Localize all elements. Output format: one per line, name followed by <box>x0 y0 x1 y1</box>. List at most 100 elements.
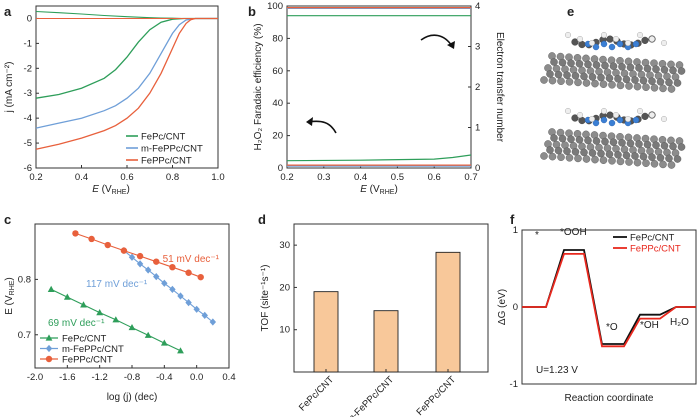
panel-b-xlabel: E (VRHE) <box>360 184 398 196</box>
molecule-carbon-atom <box>578 40 586 49</box>
carbon-atom <box>631 152 639 160</box>
diamond-marker <box>136 260 144 268</box>
panel-c-ylabel-main: E (V <box>4 295 15 315</box>
panel-c-chart: -2.0 -1.6 -1.2 -0.8 -0.4 0.0 0.4 0.7 0.8 FePc/CN… <box>4 223 236 403</box>
panel-c-ylabel: E (VRHE) <box>4 277 16 315</box>
carbon-atom <box>558 134 567 143</box>
molecule-carbon-atom <box>571 114 579 122</box>
panel-b-lines <box>286 6 472 167</box>
legend-label: FePPc/CNT <box>630 244 681 255</box>
carbon-atom <box>633 158 642 167</box>
series-line <box>35 17 218 150</box>
y-tick-label: 1 <box>513 225 518 236</box>
y-tick-label: 0 <box>513 302 518 313</box>
panel-label-a: a <box>4 4 12 19</box>
carbon-atom <box>554 70 563 79</box>
carbon-atom <box>563 147 571 155</box>
carbon-atom <box>548 76 557 85</box>
carbon-atom <box>565 78 574 86</box>
legend-label: FePPc/CNT <box>141 156 192 167</box>
x-tick-label: 0.4 <box>75 172 88 183</box>
arrow-left-head-icon <box>306 117 313 126</box>
y-tick-label: 0.8 <box>18 274 31 285</box>
carbon-atom <box>660 141 669 150</box>
circle-marker <box>185 269 192 276</box>
legend-label: FePPc/CNT <box>62 355 113 366</box>
panel-c-lines <box>47 230 217 354</box>
carbon-atom <box>597 73 605 82</box>
series-line <box>35 17 218 99</box>
carbon-atom <box>563 71 571 79</box>
bar <box>313 291 339 373</box>
carbon-atom <box>626 63 635 72</box>
triangle-marker <box>128 323 136 331</box>
x-tick-label: 0.6 <box>428 172 441 183</box>
hydrogen-atom <box>637 107 644 114</box>
y-tick-label: 0 <box>278 163 283 174</box>
carbon-atom <box>635 140 643 148</box>
diamond-marker <box>177 292 184 300</box>
circle-marker <box>169 264 176 271</box>
panel-f-step-oh: *OH <box>640 320 659 331</box>
diamond-marker <box>161 279 168 287</box>
carbon-atom <box>588 73 597 81</box>
diamond-marker <box>169 285 176 293</box>
carbon-atom <box>605 150 614 158</box>
y-tick-label: -1 <box>24 38 32 49</box>
hydrogen-atom <box>625 115 632 122</box>
carbon-atom <box>580 72 588 81</box>
carbon-atom <box>665 154 673 163</box>
carbon-atom <box>677 67 686 75</box>
carbon-atom <box>558 58 567 67</box>
carbon-atom <box>605 74 614 82</box>
carbon-atom <box>635 64 643 72</box>
carbon-atom <box>665 78 673 87</box>
panel-b-ylabel-right: Electron transfer number <box>494 32 505 143</box>
panel-label-c: c <box>4 212 11 227</box>
circle-marker <box>88 235 95 243</box>
y-right-tick-label: 1 <box>475 123 480 134</box>
carbon-atom <box>608 156 616 165</box>
carbon-atom <box>567 135 575 143</box>
carbon-atom <box>656 153 665 162</box>
nitrogen-atom <box>608 119 616 127</box>
carbon-atom <box>625 158 633 166</box>
hydrogen-atom <box>589 115 596 122</box>
hydrogen-atom <box>589 40 596 47</box>
hydrogen-atom <box>661 40 668 47</box>
bar <box>373 310 399 373</box>
carbon-atom <box>643 140 652 149</box>
nitrogen-atom <box>592 119 600 127</box>
panel-f-annotation: U=1.23 V <box>536 365 578 376</box>
y-right-tick-label: 2 <box>475 82 480 93</box>
carbon-atom <box>571 147 580 156</box>
x-tick-label: 0.3 <box>317 172 330 183</box>
y-tick-label: -1 <box>510 379 518 390</box>
carbon-atom <box>567 59 575 68</box>
carbon-atom <box>669 66 677 75</box>
carbon-atom <box>616 157 625 166</box>
carbon-atom <box>584 136 592 145</box>
molecule-carbon-atom <box>641 112 649 120</box>
carbon-atom <box>601 61 609 70</box>
circle-marker <box>136 252 144 260</box>
hydrogen-atom <box>661 115 668 122</box>
arrow-right-head-icon <box>447 41 455 49</box>
x-tick-label: 1.0 <box>211 172 224 183</box>
circle-marker <box>45 355 53 363</box>
panel-f-step-ooh: *OOH <box>560 227 587 238</box>
nitrogen-atom <box>616 40 624 48</box>
carbon-atom <box>669 142 677 151</box>
diamond-marker <box>144 266 152 274</box>
carbon-atom <box>557 153 565 161</box>
carbon-atom <box>546 146 554 154</box>
diamond-marker <box>185 299 192 307</box>
y-right-tick-label: 3 <box>475 42 480 53</box>
carbon-atom <box>652 141 660 149</box>
circle-marker <box>104 241 111 249</box>
carbon-atom <box>631 76 639 84</box>
carbon-atom <box>648 153 656 161</box>
panel-c-annotation-fepc: 69 mV dec⁻¹ <box>48 318 105 329</box>
diamond-marker <box>193 305 200 313</box>
